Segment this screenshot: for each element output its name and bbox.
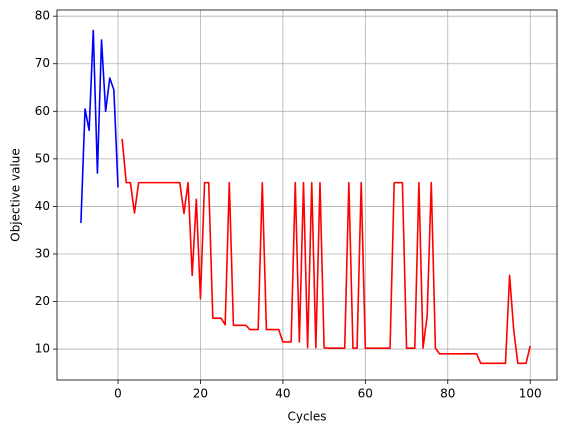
y-tick-label: 20 [35, 294, 50, 308]
y-tick-label: 50 [35, 151, 50, 165]
x-tick-label: 80 [440, 387, 455, 401]
x-tick-label: 20 [193, 387, 208, 401]
y-axis-label: Objective value [9, 148, 23, 242]
y-tick-label: 80 [35, 9, 50, 23]
x-tick-label: 40 [275, 387, 290, 401]
y-tick-label: 10 [35, 342, 50, 356]
y-tick-label: 70 [35, 56, 50, 70]
y-tick-label: 40 [35, 199, 50, 213]
plot-frame [56, 9, 558, 381]
x-axis-label: Cycles [287, 410, 326, 424]
x-tick-label: 0 [114, 387, 122, 401]
line-series [80, 29, 119, 224]
y-tick-label: 60 [35, 104, 50, 118]
y-tick-label: 30 [35, 246, 50, 260]
x-tick-label: 60 [358, 387, 373, 401]
x-tick-label: 100 [519, 387, 542, 401]
line-series [121, 138, 531, 365]
